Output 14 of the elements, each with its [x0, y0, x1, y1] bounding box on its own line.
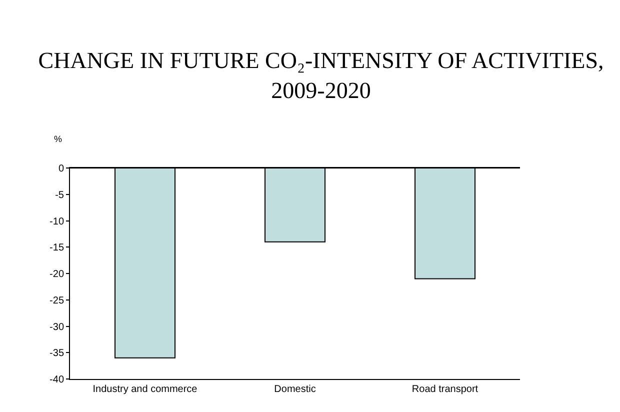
x-tick-label: Domestic: [274, 384, 316, 395]
x-tick-label: Industry and commerce: [92, 384, 198, 395]
y-tick-label: -20: [50, 269, 64, 280]
y-tick-label: -15: [50, 242, 64, 254]
y-tick-label: -5: [55, 190, 64, 201]
y-tick-label: -35: [50, 348, 64, 360]
y-tick-label: 0: [58, 164, 64, 174]
y-tick-label: -10: [50, 216, 64, 228]
y-axis-title: %: [54, 134, 62, 144]
y-tick-label: -30: [50, 322, 64, 333]
y-tick-label: -25: [50, 295, 64, 306]
chart-title: CHANGE IN FUTURE CO₂-INTENSITY OF ACTIVITIES, 2009-2020: [38, 48, 604, 103]
y-tick-label: -40: [50, 374, 64, 386]
x-tick-label: Road transport: [412, 384, 478, 395]
